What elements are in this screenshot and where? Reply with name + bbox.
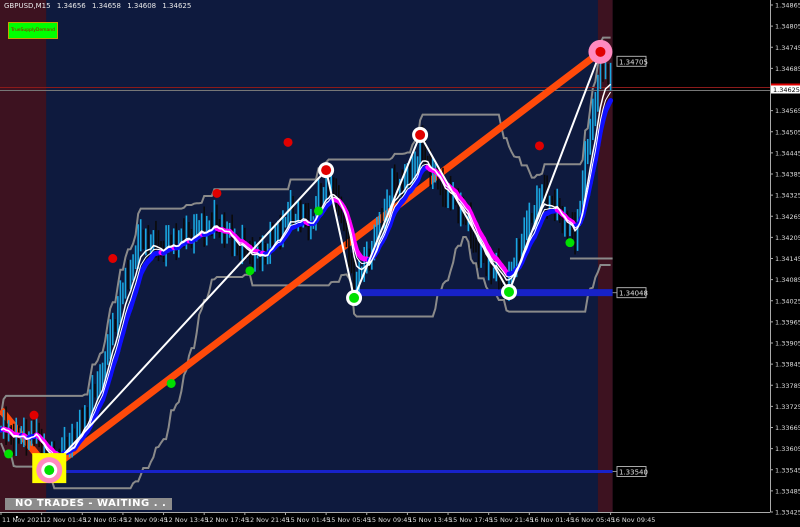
x-tick-label: 16 Nov 09:45 [612,516,656,524]
x-tick-label: 15 Nov 05:45 [327,516,371,524]
low-value: 1.34608 [127,2,157,10]
buy-signal-dot [565,238,575,248]
x-tick-label: 15 Nov 21:45 [490,516,534,524]
y-tick-label: 1.34325 [775,192,800,200]
y-tick-label: 1.34265 [775,213,800,221]
x-tick-label: 11 Nov 2021 [2,516,44,524]
status-banner: NO TRADES - WAITING . . . [5,498,172,521]
y-tick-label: 1.34385 [775,171,800,179]
x-tick-label: 16 Nov 01:45 [530,516,574,524]
buy-signal-dot [166,378,176,388]
y-tick-label: 1.34865 [775,2,800,10]
indicator-badge[interactable]: TrueSupplyDemand [8,22,58,39]
trend-ma-segment [605,97,614,108]
y-tick-label: 1.34025 [775,297,800,305]
support-price-tag-box [616,287,647,299]
y-tick-label: 1.33725 [775,403,800,411]
chart-title: GBPUSD,M15 1.34656 1.34658 1.34608 1.346… [4,2,195,10]
close-value: 1.34625 [162,2,192,10]
swing-low-marker [504,286,514,297]
swing-low-marker [44,465,55,476]
buy-signal-dot [245,266,255,276]
zigzag-line [48,51,602,471]
resistance-price-tag: 1.34705 [619,58,648,66]
y-tick-label: 1.33665 [775,424,800,432]
x-tick-label: 15 Nov 17:45 [449,516,493,524]
x-tick-label: 12 Nov 01:45 [43,516,87,524]
sell-signal-dot [108,254,118,263]
channel-upper-line [0,36,611,416]
y-tick-label: 1.33905 [775,340,800,348]
y-tick-label: 1.34205 [775,234,800,242]
y-tick-label: 1.33485 [775,487,800,495]
resistance-price-tag-box [616,55,647,67]
symbol-label: GBPUSD,M15 [4,2,51,10]
sell-signal-dot [29,410,39,420]
y-tick-label: 1.33845 [775,361,800,369]
fast-ma-line [0,83,612,460]
x-tick-label: 16 Nov 05:45 [571,516,615,524]
swing-high-marker [321,165,332,176]
y-tick-label: 1.34685 [775,65,800,73]
y-tick-label: 1.33425 [775,509,800,517]
y-tick-label: 1.33785 [775,382,800,390]
x-tick-label: 12 Nov 09:45 [124,516,168,524]
y-tick-label: 1.34085 [775,276,800,284]
y-tick-label: 1.34805 [775,23,800,31]
support-price-tag: 1.33540 [619,469,648,477]
buy-signal-dot [4,449,14,459]
y-tick-label: 1.33545 [775,466,800,474]
current-price-box [771,84,800,94]
support-price-tag: 1.34048 [619,290,648,298]
mid-ma-line [0,91,612,458]
x-tick-label: 15 Nov 13:45 [408,516,452,524]
open-value: 1.34656 [56,2,86,10]
x-tick-label: 12 Nov 05:45 [83,516,127,524]
x-tick-label: 15 Nov 09:45 [368,516,412,524]
high-value: 1.34658 [92,2,121,10]
sell-signal-dot [534,141,544,151]
sell-signal-dot [212,188,222,198]
y-tick-label: 1.34565 [775,107,800,115]
y-tick-label: 1.33605 [775,445,800,453]
y-tick-label: 1.34505 [775,128,800,136]
swing-high-marker [415,129,426,140]
buy-signal-dot [314,206,323,216]
sell-signal-dot [283,137,293,147]
support-price-tag-box [616,466,647,478]
y-tick-label: 1.34145 [775,255,800,263]
ask-price-marker [771,83,800,86]
x-tick-label: 12 Nov 21:45 [246,516,290,524]
x-tick-label: 15 Nov 01:45 [286,516,330,524]
x-tick-label: 12 Nov 17:45 [205,516,249,524]
x-tick-label: 12 Nov 13:45 [165,516,209,524]
swing-low-marker [349,292,360,303]
y-tick-label: 1.34445 [775,149,800,157]
current-price-label: 1.34625 [773,86,800,94]
y-tick-label: 1.33965 [775,318,800,326]
swing-high-marker [595,46,606,57]
y-tick-label: 1.34745 [775,44,800,52]
channel-lower-line [0,235,611,490]
